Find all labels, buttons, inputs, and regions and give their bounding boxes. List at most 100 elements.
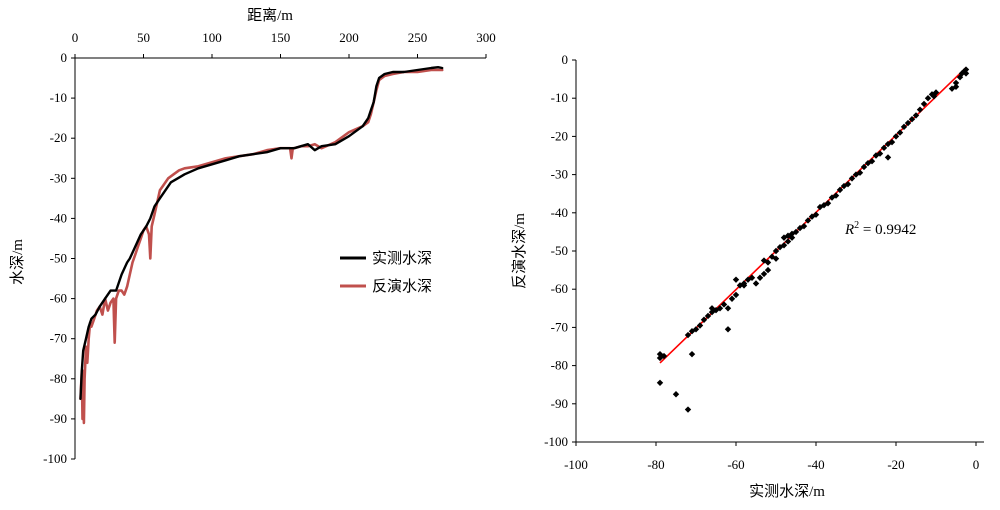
scatter-point [912,112,920,119]
left-y-ticks: 0 -10 -20 -30 -40 -50 -60 -70 -80 -90 -100 [43,50,75,466]
scatter-point [756,274,764,281]
left-x-tick-label: 250 [408,30,428,45]
right-x-tick-label: -60 [727,457,744,472]
scatter-chart: -100 -80 -60 -40 -20 0 0 -10 -20 -30 -40 -50 -60 -70… [511,52,984,500]
left-y-tick-label: -30 [50,170,67,185]
scatter-point [700,316,708,323]
scatter-point [896,129,904,136]
scatter-point [684,331,692,339]
right-y-axis-label: 反演水深/m [511,213,528,289]
scatter-point [732,291,740,299]
scatter-point [800,222,808,230]
scatter-point [784,238,792,245]
right-y-tick-label: 0 [562,52,569,67]
r-squared-symbol: R [844,222,854,238]
r-squared-superscript: 2 [854,220,859,231]
scatter-point [696,322,704,329]
scatter-point [812,211,820,218]
right-y-tick-label: -90 [551,396,568,411]
scatter-point [876,150,884,157]
left-x-tick-label: 150 [271,30,291,45]
scatter-point [848,175,856,182]
left-x-tick-label: 100 [202,30,222,45]
right-y-tick-label: -100 [544,434,568,449]
scatter-point [920,100,928,108]
left-x-tick-label: 50 [137,30,150,45]
right-x-tick-label: -40 [807,457,824,472]
scatter-point [880,144,888,152]
right-y-tick-label: -40 [551,205,568,220]
scatter-point [952,83,960,90]
legend: 实测水深 反演水深 [340,250,432,295]
scatter-point [832,192,840,199]
scatter-point [924,95,932,102]
scatter-point [732,276,740,283]
scatter-point [788,230,796,238]
scatter-point [888,138,896,146]
scatter-point [900,123,908,131]
right-x-tick-label: -80 [647,457,664,472]
left-y-tick-label: -20 [50,130,67,145]
right-x-tick-label: 0 [973,457,980,472]
scatter-point [904,119,912,127]
scatter-point [780,234,788,241]
scatter-point [764,266,772,274]
left-x-tick-label: 300 [476,30,496,45]
scatter-point [916,106,924,113]
scatter-point [932,89,940,96]
scatter-point [952,79,960,87]
scatter-point [656,379,664,386]
scatter-point [720,301,728,308]
right-y-tick-label: -20 [551,128,568,143]
scatter-point [748,274,756,281]
scatter-point [704,312,712,320]
left-x-ticks: 0 50 100 150 200 250 300 [72,30,496,58]
scatter-point [844,180,852,188]
scatter-point [672,391,680,398]
right-x-tick-label: -20 [887,457,904,472]
right-y-tick-label: -70 [551,319,568,334]
scatter-points [656,66,970,413]
scatter-point [660,352,668,360]
right-y-tick-label: -10 [551,90,568,105]
scatter-point [780,242,788,249]
scatter-point [752,280,760,287]
legend-label-measured: 实测水深 [372,250,432,267]
scatter-point [724,305,732,312]
scatter-point [962,66,970,73]
scatter-point [962,70,970,77]
right-x-axis-label: 实测水深/m [749,483,825,500]
scatter-point [804,217,812,224]
left-series-lines [79,65,444,425]
scatter-point [740,282,748,289]
left-y-tick-label: -40 [50,210,67,225]
scatter-point [772,255,780,262]
left-x-tick-label: 200 [339,30,359,45]
scatter-point [892,133,900,140]
scatter-point [856,169,864,176]
scatter-point [684,406,692,413]
left-y-tick-label: -50 [50,251,67,266]
r-squared-annotation: R2 = 0.9942 [844,220,916,238]
series-line-measured [79,65,444,400]
left-y-tick-label: -10 [50,90,67,105]
legend-label-inverted: 反演水深 [372,278,432,295]
left-x-tick-label: 0 [72,30,79,45]
right-y-ticks: 0 -10 -20 -30 -40 -50 -60 -70 -80 -90 -100 [544,52,576,449]
right-y-tick-label: -50 [551,243,568,258]
scatter-point [716,305,724,312]
scatter-point [824,200,832,207]
scatter-point [692,326,700,333]
scatter-point [708,305,716,312]
scatter-point [860,163,868,171]
profile-chart: 0 50 100 150 200 250 300 0 -10 -20 -30 -40 -50 -60 -7… [9,7,496,466]
left-y-tick-label: -90 [50,411,67,426]
scatter-point [884,154,892,161]
scatter-point [724,326,732,333]
scatter-point [788,234,796,241]
scatter-point [688,350,696,358]
left-y-tick-label: -80 [50,371,67,386]
scatter-point [760,270,768,278]
left-y-tick-label: -60 [50,291,67,306]
right-x-tick-label: -100 [564,457,588,472]
